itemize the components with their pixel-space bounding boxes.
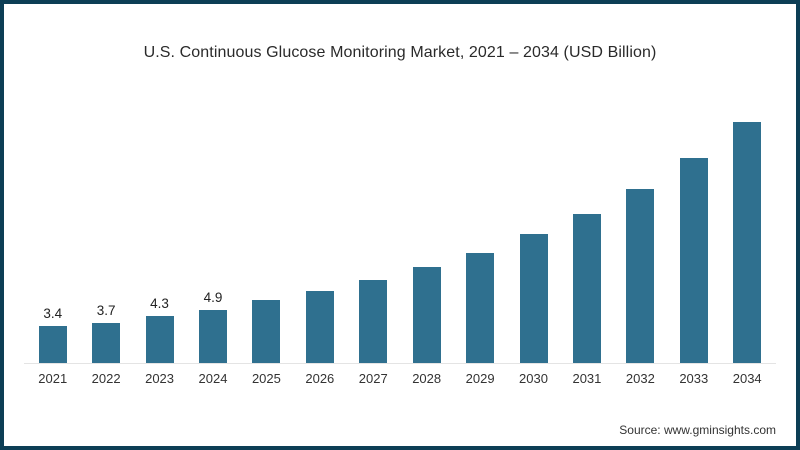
bar [252,300,281,363]
bar [198,310,227,363]
x-axis-label: 2028 [412,371,442,386]
bar-column [720,122,773,363]
bar-value-label: 3.4 [43,306,63,321]
bar [519,234,548,363]
source-attribution: Source: www.gminsights.com [619,423,776,437]
bar [679,158,708,363]
bar [466,253,495,363]
bar-column [240,300,293,363]
x-axis-label: 2023 [145,371,175,386]
x-axis-label: 2031 [572,371,602,386]
chart-title: U.S. Continuous Glucose Monitoring Marke… [143,44,657,61]
x-axis-label: 2025 [251,371,281,386]
x-axis-label: 2030 [519,371,548,386]
bar-value-label: 4.9 [203,290,223,305]
bar [572,214,601,363]
bar [145,316,174,363]
x-axis-label: 2033 [679,371,709,386]
bar [92,323,121,363]
x-axis-label: 2032 [625,371,655,386]
bar [733,122,762,363]
x-axis-label: 2021 [38,371,68,386]
bar-column [507,234,560,363]
bar-column [560,214,613,363]
bar-value-label: 3.7 [96,303,116,318]
x-axis-label: 2029 [465,371,495,386]
x-axis-label: 2022 [91,371,121,386]
bar-column [453,253,506,363]
x-axis-line [24,363,776,364]
bar-column: 4.3 [133,296,186,363]
x-axis-label: 2024 [198,371,228,386]
x-axis-labels: 2021 2022 2023 2024 2025 2026 2027 2028 2029 2030… [26,371,774,386]
bar [359,280,388,363]
bar-column [614,189,667,363]
x-axis-label: 2026 [305,371,335,386]
plot-area: 3.4 3.7 4.3 4.9 [26,122,774,363]
bar [626,189,655,363]
bar [412,267,441,363]
bar-column: 3.7 [79,303,132,363]
bar [305,291,334,363]
bar-column [400,267,453,363]
bar-column [667,158,720,363]
bar-column [293,291,346,363]
bar-column: 3.4 [26,306,79,363]
bar-value-label: 4.3 [150,296,169,311]
bar [38,326,67,363]
bar-column: 4.9 [186,290,239,363]
bar-column [347,280,400,363]
x-axis-label: 2034 [732,371,762,386]
x-axis-label: 2027 [358,371,388,386]
